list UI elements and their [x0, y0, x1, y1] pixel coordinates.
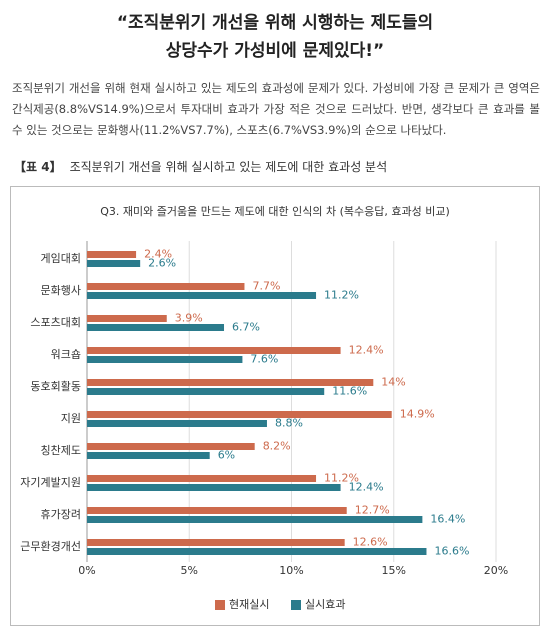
- value-label: 14%: [381, 376, 405, 389]
- bar: [87, 347, 341, 354]
- bar: [87, 324, 225, 331]
- legend-label: 실시효과: [305, 598, 345, 611]
- category-label: 동호회활동: [30, 379, 81, 393]
- legend-swatch: [291, 600, 301, 610]
- value-label: 14.9%: [400, 408, 435, 421]
- title-line: 상당수가 가성비에 문제있다!”: [165, 41, 385, 61]
- category-label: 칭찬제도: [41, 443, 81, 457]
- bar: [87, 315, 167, 322]
- category-label: 근무환경개선: [20, 540, 81, 553]
- value-label: 3.9%: [175, 312, 203, 325]
- bar: [87, 283, 245, 290]
- value-label: 12.4%: [349, 481, 384, 494]
- value-label: 12.7%: [355, 504, 390, 517]
- value-label: 16.4%: [430, 513, 465, 526]
- legend-label: 현재실시: [229, 598, 269, 611]
- category-label: 휴가장려: [41, 508, 81, 521]
- title-line: “조직분위기 개선을 위해 시행하는 제도들의: [116, 13, 434, 33]
- paragraph: 조직분위기 개선을 위해 현재 실시하고 있는 제도의 효과성에 문제가 있다.…: [12, 81, 540, 137]
- value-label: 8.2%: [263, 440, 291, 453]
- value-label: 11.6%: [332, 385, 367, 398]
- x-tick-label: 15%: [382, 564, 406, 577]
- value-label: 16.6%: [434, 545, 469, 558]
- bar: [87, 292, 317, 299]
- caption-label: 【표 4】: [14, 160, 62, 174]
- bar: [87, 356, 243, 363]
- value-label: 2.4%: [144, 248, 172, 261]
- bar: [87, 516, 423, 523]
- legend-swatch: [215, 600, 225, 610]
- x-tick-label: 10%: [279, 564, 303, 577]
- bar: [87, 388, 325, 395]
- value-label: 6.7%: [232, 321, 260, 334]
- category-label: 스포츠대회: [30, 316, 81, 329]
- category-label: 게임대회: [41, 252, 81, 265]
- value-label: 2.6%: [148, 257, 176, 270]
- caption-text: 조직분위기 개선을 위해 실시하고 있는 제도에 대한 효과성 분석: [69, 160, 388, 174]
- category-label: 워크숍: [51, 348, 81, 361]
- x-tick-label: 20%: [484, 564, 508, 577]
- x-tick-label: 5%: [181, 564, 198, 577]
- bar: [87, 507, 347, 514]
- category-label: 자기계발지원: [20, 476, 81, 489]
- bar: [87, 443, 255, 450]
- value-label: 8.8%: [275, 417, 303, 430]
- bar: [87, 484, 341, 491]
- bar: [87, 452, 210, 459]
- category-label: 지원: [61, 412, 81, 425]
- bar: [87, 539, 345, 546]
- value-label: 11.2%: [324, 289, 359, 302]
- chart-title: Q3. 재미와 즐거움을 만드는 제도에 대한 인식의 차 (복수응답, 효과성…: [100, 205, 450, 218]
- value-label: 11.2%: [324, 472, 359, 485]
- bar: [87, 260, 141, 267]
- bar: [87, 420, 267, 427]
- bar: [87, 475, 317, 482]
- bar: [87, 379, 374, 386]
- value-label: 7.7%: [252, 280, 280, 293]
- caption: 【표 4】 조직분위기 개선을 위해 실시하고 있는 제도에 대한 효과성 분석: [14, 158, 387, 175]
- value-label: 12.4%: [349, 344, 384, 357]
- x-tick-label: 0%: [78, 564, 95, 577]
- chart: Q3. 재미와 즐거움을 만드는 제도에 대한 인식의 차 (복수응답, 효과성…: [10, 186, 540, 626]
- bar: [87, 411, 392, 418]
- category-label: 문화행사: [41, 284, 81, 297]
- bar: [87, 251, 137, 258]
- value-label: 7.6%: [250, 353, 278, 366]
- value-label: 12.6%: [353, 536, 388, 549]
- bar: [87, 548, 427, 555]
- value-label: 6%: [218, 449, 235, 462]
